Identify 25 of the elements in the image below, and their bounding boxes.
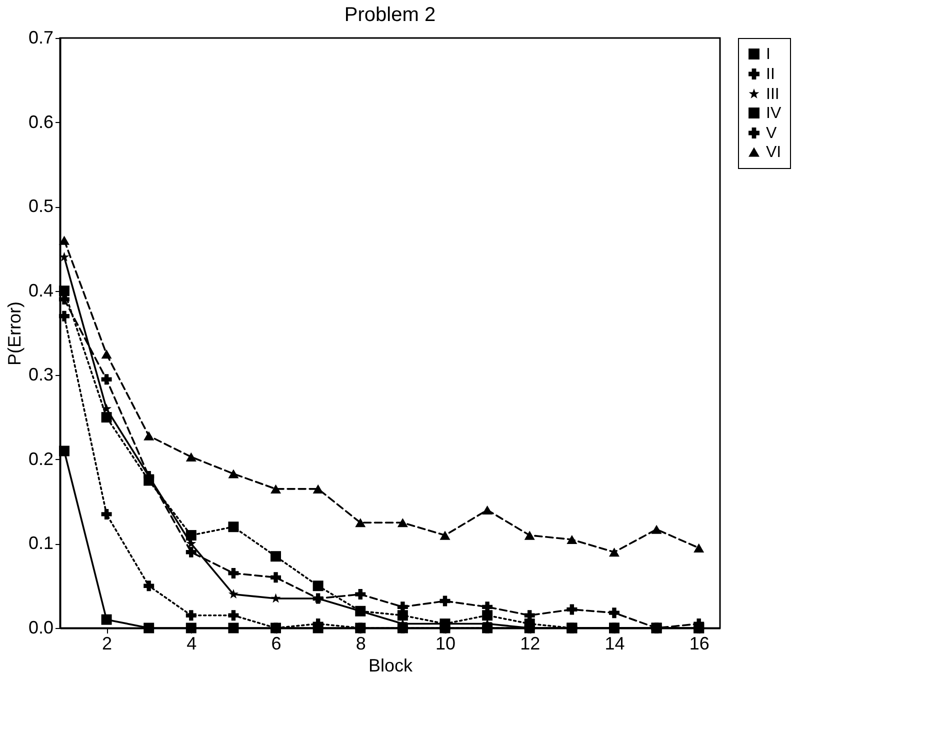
y-tick-label: 0.4 xyxy=(28,280,54,300)
y-axis-title: P(Error) xyxy=(4,302,24,366)
x-tick-label: 14 xyxy=(604,634,625,654)
y-tick-label: 0.0 xyxy=(28,618,54,638)
y-tick-label: 0.3 xyxy=(28,364,54,385)
legend-label: I xyxy=(766,46,770,63)
x-tick-label: 6 xyxy=(271,634,282,654)
legend-label: II xyxy=(766,66,775,83)
y-tick-label: 0.1 xyxy=(28,533,54,554)
y-tick-label: 0.5 xyxy=(28,196,54,216)
x-tick-label: 2 xyxy=(102,634,112,654)
y-tick-label: 0.6 xyxy=(28,112,54,132)
legend-label: IV xyxy=(766,105,782,122)
x-tick-label: 10 xyxy=(435,634,456,654)
x-axis-title: Block xyxy=(368,656,414,676)
x-tick-label: 4 xyxy=(186,634,197,654)
x-tick-label: 12 xyxy=(520,634,540,654)
legend-label: VI xyxy=(766,144,782,161)
legend-label: III xyxy=(766,86,780,103)
x-tick-label: 16 xyxy=(689,634,710,654)
legend-label: V xyxy=(766,125,777,142)
x-tick-label: 8 xyxy=(356,634,366,654)
chart-title: Problem 2 xyxy=(344,4,436,26)
y-tick-label: 0.2 xyxy=(28,448,54,469)
y-tick-label: 0.7 xyxy=(28,28,54,48)
